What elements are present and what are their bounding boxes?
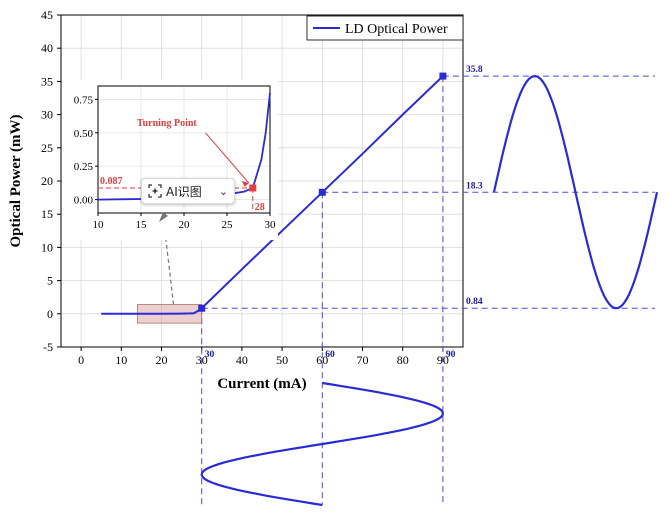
- chevron-down-icon: ⌄: [218, 184, 228, 198]
- legend-label: LD Optical Power: [345, 22, 448, 37]
- data-marker: [318, 188, 326, 196]
- marker-value-label: 35.8: [466, 65, 483, 75]
- output-sine-wave: [492, 74, 659, 310]
- inset-y-tick-label: 0.25: [74, 161, 94, 173]
- marker-value-label: 0.84: [466, 297, 483, 307]
- y-tick-label: 30: [41, 108, 53, 122]
- inset-background: [62, 80, 278, 240]
- ai-recognize-button[interactable]: AI识图 ⌄: [141, 178, 235, 204]
- zoom-arrow: [162, 214, 175, 305]
- y-tick-label: 25: [41, 141, 53, 155]
- input-sine-wave: [200, 381, 445, 507]
- marker-x-label: 60: [325, 350, 335, 360]
- main-curve: [101, 75, 444, 315]
- turning-arrow: [205, 132, 250, 184]
- marker-value-label: 18.3: [466, 181, 483, 191]
- y-tick-label: 15: [41, 207, 53, 221]
- zoom-arrow-head: [159, 212, 168, 222]
- x-tick-label: 70: [357, 353, 369, 367]
- y-tick-label: 35: [41, 74, 53, 88]
- ai-scan-icon: [148, 184, 162, 198]
- inset-y-tick-label: 0.50: [74, 128, 94, 140]
- turning-x-label: 28: [255, 202, 265, 213]
- x-tick-label: 40: [236, 353, 248, 367]
- y-tick-label: 10: [41, 240, 53, 254]
- inset-x-tick-label: 10: [93, 219, 105, 231]
- turning-arrow-head: [241, 181, 249, 188]
- y-tick-label: 20: [41, 174, 53, 188]
- y-tick-label: -5: [43, 340, 53, 354]
- y-axis-title: Optical Power (mW): [8, 114, 24, 247]
- turning-point-label: Turning Point: [137, 118, 198, 129]
- y-tick-label: 45: [41, 8, 53, 22]
- inset-ticks: 10 15 20 25 30 0.00 0.25 0.50 0.75: [74, 94, 276, 231]
- x-axis-title: Current (mA): [217, 376, 306, 392]
- inset-x-tick-label: 20: [179, 219, 191, 231]
- y-tick-label: 0: [47, 307, 53, 321]
- marker-x-label: 30: [205, 350, 215, 360]
- turning-y-label: 0.087: [100, 176, 123, 187]
- x-tick-label: 60: [316, 353, 328, 367]
- turning-marker: [249, 184, 257, 192]
- x-tick-label: 20: [156, 353, 168, 367]
- x-tick-label: 80: [397, 353, 409, 367]
- inset-x-tick-label: 25: [222, 219, 234, 231]
- main-markers: 0.84 30 18.3 60 35.8 90: [198, 65, 483, 360]
- x-tick-label: 10: [115, 353, 127, 367]
- marker-x-label: 90: [446, 350, 456, 360]
- data-marker: [439, 72, 447, 80]
- y-tick-label: 40: [41, 41, 53, 55]
- inset-y-tick-label: 0.75: [74, 94, 94, 106]
- inset-x-tick-label: 30: [265, 219, 277, 231]
- x-tick-label: 50: [276, 353, 288, 367]
- inset-y-tick-label: 0.00: [74, 195, 94, 207]
- inset-x-tick-label: 15: [136, 219, 148, 231]
- ai-button-label: AI识图: [166, 184, 202, 199]
- data-marker: [198, 304, 206, 312]
- y-tick-label: 5: [47, 274, 53, 288]
- legend: LD Optical Power: [306, 15, 464, 41]
- x-tick-label: 0: [78, 353, 84, 367]
